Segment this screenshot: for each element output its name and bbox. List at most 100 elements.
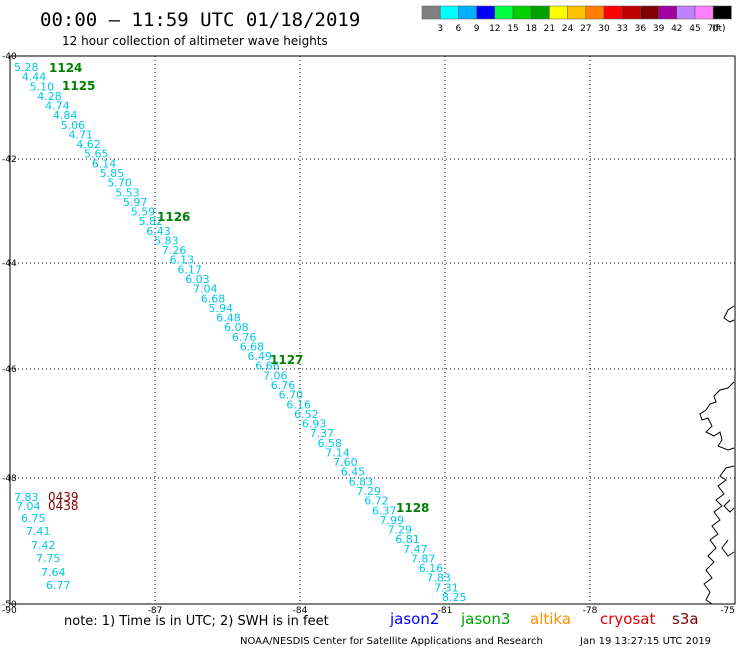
wave-height-value: 6.66: [255, 360, 280, 373]
lon-tick-label: -84: [293, 606, 308, 616]
wave-height-value: 5.06: [61, 119, 85, 132]
lon-tick-label: -78: [583, 606, 598, 616]
wave-height-value: 6.03: [185, 273, 210, 286]
legend-label: 21: [544, 24, 555, 34]
lat-tick-label: -42: [2, 155, 17, 165]
legend-swatch: [476, 5, 496, 20]
legend-swatch: [421, 5, 441, 20]
satellite-legend: jason2 jason3 altika cryosat s3a: [389, 610, 699, 628]
lon-tick-label: -81: [438, 606, 453, 616]
legend-label: 15: [507, 24, 518, 34]
wave-height-value: 4.44: [22, 71, 47, 84]
legend-swatch: [512, 5, 532, 20]
legend-label: 12: [489, 24, 500, 34]
wave-height-value: 4.84: [53, 109, 78, 122]
wave-height-value: 6.08: [224, 321, 249, 334]
wave-height-value: 6.17: [177, 263, 202, 276]
legend-swatch: [603, 5, 623, 20]
wave-height-value: 5.53: [115, 186, 140, 199]
wave-height-value: 5.85: [100, 167, 125, 180]
legend-swatch: [694, 5, 714, 20]
wave-height-value: 7.06: [263, 369, 288, 382]
map-frame: [9, 55, 736, 605]
wave-height-value: 6.43: [146, 225, 171, 238]
legend-label: 9: [474, 24, 480, 34]
wave-height-value: 7.29: [388, 524, 413, 537]
wave-height-value: 5.65: [84, 148, 109, 161]
pass-time-label: 0439: [48, 490, 79, 504]
wave-height-value: 8.25: [442, 591, 467, 604]
lat-tick-label: -46: [2, 365, 17, 375]
wave-height-value: 5.59: [131, 206, 156, 219]
wave-height-value: 6.83: [349, 475, 374, 488]
color-scale-legend: 3 6 9 12 15 18 21 24 27 30 33 36 39 42 45 70: [421, 5, 732, 34]
legend-swatch: [549, 5, 568, 20]
wave-height-value: 6.72: [364, 495, 389, 508]
pass-time-label: 0438: [48, 499, 79, 513]
wave-height-value: 5.28: [14, 61, 39, 74]
lon-tick-label: -90: [2, 606, 17, 616]
legend-swatch: [658, 5, 678, 20]
jason3-track: 5.284.445.104.284.744.845.064.714.625.65…: [14, 61, 467, 604]
wave-height-value: 4.71: [69, 129, 94, 142]
legend-swatch: [676, 5, 696, 20]
wave-height-value: 5.82: [139, 215, 164, 228]
wave-height-value: 7.04: [193, 283, 218, 296]
wave-height-value: 6.93: [302, 418, 327, 431]
wave-height-value: 6.37: [372, 504, 397, 517]
wave-height-value: 5.10: [30, 80, 54, 93]
wave-height-value: 4.62: [76, 138, 101, 151]
legend-swatch: [712, 5, 732, 20]
legend-swatch: [621, 5, 641, 20]
wave-height-value: 6.52: [294, 408, 319, 421]
wave-height-value: 7.31: [434, 581, 459, 594]
legend-swatch: [439, 5, 459, 20]
legend-label: 24: [562, 24, 574, 34]
wave-height-value: 6.68: [240, 341, 265, 354]
wave-height-value: 7.87: [411, 553, 436, 566]
wave-height-value: 7.04: [16, 500, 41, 513]
legend-swatch: [530, 5, 550, 20]
pass-time-label: 1127: [270, 353, 303, 367]
legend-label: 36: [635, 24, 647, 34]
satellite-cryosat: cryosat: [600, 610, 655, 628]
lat-tick-label: -40: [2, 52, 17, 62]
satellite-s3a: s3a: [672, 610, 699, 628]
pass-time-label: 1128: [396, 501, 429, 515]
wave-height-value: 6.70: [279, 389, 304, 402]
legend-swatch: [640, 5, 659, 20]
wave-height-value: 5.94: [209, 302, 234, 315]
legend-label: 42: [671, 24, 682, 34]
pass-time-label: 1124: [49, 61, 82, 75]
coastline: [699, 305, 735, 605]
wave-height-value: 6.77: [46, 579, 71, 592]
wave-height-value: 7.42: [31, 539, 56, 552]
legend-label: 30: [598, 24, 610, 34]
legend-swatch: [494, 5, 514, 20]
satellite-altika: altika: [530, 610, 571, 628]
wave-height-value: 7.37: [310, 427, 335, 440]
wave-height-value: 7.64: [41, 566, 66, 579]
wave-height-value: 6.49: [248, 350, 273, 363]
credit-text: NOAA/NESDIS Center for Satellite Applica…: [240, 636, 543, 647]
wave-height-value: 7.41: [26, 525, 51, 538]
wave-height-value: 6.68: [201, 292, 226, 305]
graticule: -40 -42 -44 -46 -48 -50-90 -87 -84 -81 -78 -75: [2, 52, 735, 616]
map-title: 00:00 – 11:59 UTC 01/18/2019: [40, 9, 360, 31]
generated-timestamp: Jan 19 13:27:15 UTC 2019: [579, 636, 711, 647]
pass-time-label: 1125: [62, 79, 95, 93]
legend-swatch: [458, 5, 477, 20]
wave-height-value: 6.16: [419, 562, 444, 575]
wave-height-value: 7.99: [380, 514, 405, 527]
legend-label: 39: [653, 24, 665, 34]
legend-label: 33: [616, 24, 627, 34]
legend-label: 70: [707, 24, 719, 34]
legend-label: 45: [689, 24, 700, 34]
lat-tick-label: -44: [2, 259, 17, 269]
satellite-jason2: jason2: [389, 610, 439, 628]
wave-height-value: 6.76: [271, 379, 296, 392]
legend-swatch: [567, 5, 587, 20]
wave-height-value: 6.81: [395, 533, 420, 546]
